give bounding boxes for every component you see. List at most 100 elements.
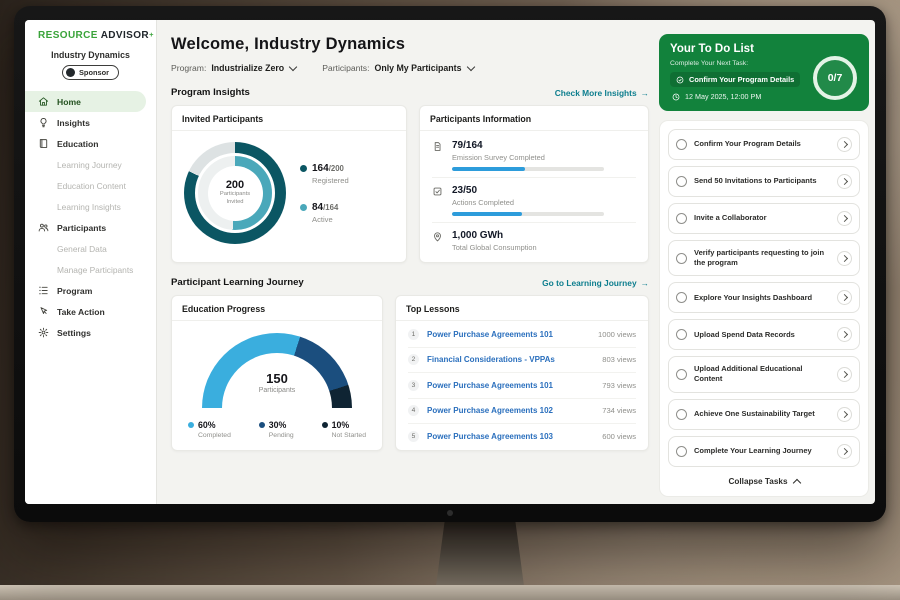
- lesson-link[interactable]: Power Purchase Agreements 101: [427, 329, 553, 339]
- task-label: Complete Your Learning Journey: [694, 445, 812, 455]
- legend-active: 84/164 Active: [300, 202, 349, 224]
- legend-completed: 60% Completed: [188, 420, 231, 439]
- task-row-upload-spend-data[interactable]: Upload Spend Data Records: [668, 319, 860, 351]
- task-row-explore-insights[interactable]: Explore Your Insights Dashboard: [668, 282, 860, 314]
- link-label: Go to Learning Journey: [542, 277, 637, 288]
- task-checkbox[interactable]: [676, 445, 687, 457]
- task-checkbox[interactable]: [676, 329, 687, 341]
- program-filter-dropdown[interactable]: Program: Industrialize Zero: [171, 62, 298, 73]
- sidebar-item-learning-insights[interactable]: Learning Insights: [25, 196, 156, 217]
- task-checkbox[interactable]: [676, 213, 687, 224]
- check-square-icon: [432, 186, 443, 197]
- sidebar-item-participants[interactable]: Participants: [25, 217, 156, 238]
- card-title: Participants Information: [420, 106, 648, 131]
- chevron-right-icon: [837, 327, 852, 343]
- lesson-link[interactable]: Power Purchase Agreements 102: [427, 406, 553, 416]
- gauge-label: Participants: [258, 387, 296, 394]
- legend-label: Completed: [198, 432, 231, 439]
- nav-label: Education: [57, 138, 99, 149]
- task-checkbox[interactable]: [676, 176, 687, 187]
- sidebar-item-take-action[interactable]: Take Action: [25, 301, 156, 322]
- task-row-upload-educational-content[interactable]: Upload Additional Educational Content: [668, 356, 860, 393]
- task-checkbox[interactable]: [676, 408, 687, 420]
- gear-icon: [38, 327, 49, 338]
- lesson-rank: 4: [408, 405, 419, 417]
- lesson-views: 793 views: [602, 380, 636, 390]
- task-row-complete-learning-journey[interactable]: Complete Your Learning Journey: [668, 435, 860, 467]
- task-row-send-invitations[interactable]: Send 50 Invitations to Participants: [668, 166, 860, 197]
- program-filter-label: Program:: [171, 63, 207, 73]
- task-row-achieve-sustainability-target[interactable]: Achieve One Sustainability Target: [668, 398, 860, 430]
- legend-value: 84: [312, 201, 324, 213]
- sponsor-badge[interactable]: Sponsor: [62, 65, 119, 80]
- sidebar-item-manage-participants[interactable]: Manage Participants: [25, 259, 156, 280]
- go-to-learning-journey-link[interactable]: Go to Learning Journey →: [542, 278, 649, 288]
- donut-legend: 164/200 Registered 84/164 Active: [300, 163, 349, 224]
- sidebar-item-settings[interactable]: Settings: [25, 322, 156, 343]
- legend-dot: [300, 203, 307, 211]
- legend-dot: [300, 164, 307, 172]
- task-label: Upload Spend Data Records: [694, 329, 795, 339]
- list-icon: [38, 285, 49, 296]
- task-row-confirm-program[interactable]: Confirm Your Program Details: [668, 129, 860, 160]
- program-insights-header: Program Insights Check More Insights →: [171, 87, 649, 98]
- nav-label: Participants: [57, 222, 107, 233]
- legend-pending: 30% Pending: [258, 420, 294, 439]
- task-checkbox[interactable]: [676, 292, 687, 304]
- sidebar-item-general-data[interactable]: General Data: [25, 238, 156, 259]
- legend-label: Pending: [268, 432, 294, 439]
- legend-label: Not Started: [331, 432, 366, 439]
- sidebar-item-insights[interactable]: Insights: [25, 112, 156, 133]
- collapse-tasks-button[interactable]: Collapse Tasks: [668, 473, 860, 493]
- education-gauge-chart: 150 Participants: [202, 333, 352, 409]
- cursor-icon: [38, 306, 49, 317]
- progress-fill: [452, 212, 522, 216]
- filters-row: Program: Industrialize Zero Participants…: [171, 62, 649, 73]
- location-pin-icon: [432, 231, 443, 242]
- chevron-right-icon: [837, 211, 852, 226]
- todo-hero-card: Your To Do List Complete Your Next Task:…: [659, 34, 869, 111]
- task-row-verify-participants[interactable]: Verify participants requesting to join t…: [668, 240, 860, 277]
- lesson-rank: 3: [408, 379, 419, 391]
- lesson-link[interactable]: Financial Considerations - VPPAs: [427, 355, 555, 365]
- lesson-rank: 5: [408, 430, 419, 442]
- task-checkbox[interactable]: [676, 252, 687, 264]
- chevron-right-icon: [837, 137, 852, 152]
- sidebar-item-home[interactable]: Home: [25, 91, 146, 112]
- lesson-link[interactable]: Power Purchase Agreements 103: [427, 431, 553, 441]
- card-title: Top Lessons: [396, 296, 648, 321]
- desk-surface: [0, 585, 900, 600]
- sidebar-item-learning-journey[interactable]: Learning Journey: [25, 154, 156, 175]
- monitor-frame: RESOURCE ADVISOR+ Industry Dynamics Spon…: [14, 6, 886, 522]
- stat-emission-survey: 79/164 Emission Survey Completed: [432, 133, 636, 177]
- chevron-right-icon: [837, 174, 852, 189]
- sidebar-item-program[interactable]: Program: [25, 280, 156, 301]
- chevron-right-icon: [837, 406, 852, 422]
- arrow-right-icon: →: [640, 277, 649, 288]
- next-task-chip[interactable]: Confirm Your Program Details: [670, 72, 801, 87]
- task-checkbox[interactable]: [676, 368, 687, 380]
- app-logo: RESOURCE ADVISOR+: [25, 20, 156, 41]
- task-row-invite-collaborator[interactable]: Invite a Collaborator: [668, 203, 860, 234]
- task-checkbox[interactable]: [676, 139, 687, 150]
- education-progress-card: Education Progress 150 Participants: [171, 295, 383, 451]
- chevron-right-icon: [837, 250, 852, 266]
- lesson-link[interactable]: Power Purchase Agreements 101: [427, 380, 553, 390]
- participants-filter-dropdown[interactable]: Participants: Only My Participants: [322, 62, 475, 73]
- chevron-right-icon: [837, 290, 852, 306]
- stat-global-consumption: 1,000 GWh Total Global Consumption: [432, 222, 636, 258]
- clock-icon: [672, 93, 680, 101]
- legend-total: /200: [328, 163, 344, 173]
- stat-value: 23/50: [452, 185, 478, 196]
- participants-filter-label: Participants:: [322, 63, 370, 73]
- sidebar-item-education-content[interactable]: Education Content: [25, 175, 156, 196]
- check-more-insights-link[interactable]: Check More Insights →: [555, 88, 649, 98]
- book-icon: [38, 138, 49, 149]
- emission-progress-bar: [452, 167, 604, 171]
- chevron-right-icon: [837, 366, 852, 382]
- legend-registered: 164/200 Registered: [300, 163, 349, 185]
- logo-plus: +: [149, 30, 154, 39]
- sidebar-item-education[interactable]: Education: [25, 133, 156, 154]
- nav-label: Home: [57, 96, 81, 107]
- sidebar: RESOURCE ADVISOR+ Industry Dynamics Spon…: [25, 20, 157, 504]
